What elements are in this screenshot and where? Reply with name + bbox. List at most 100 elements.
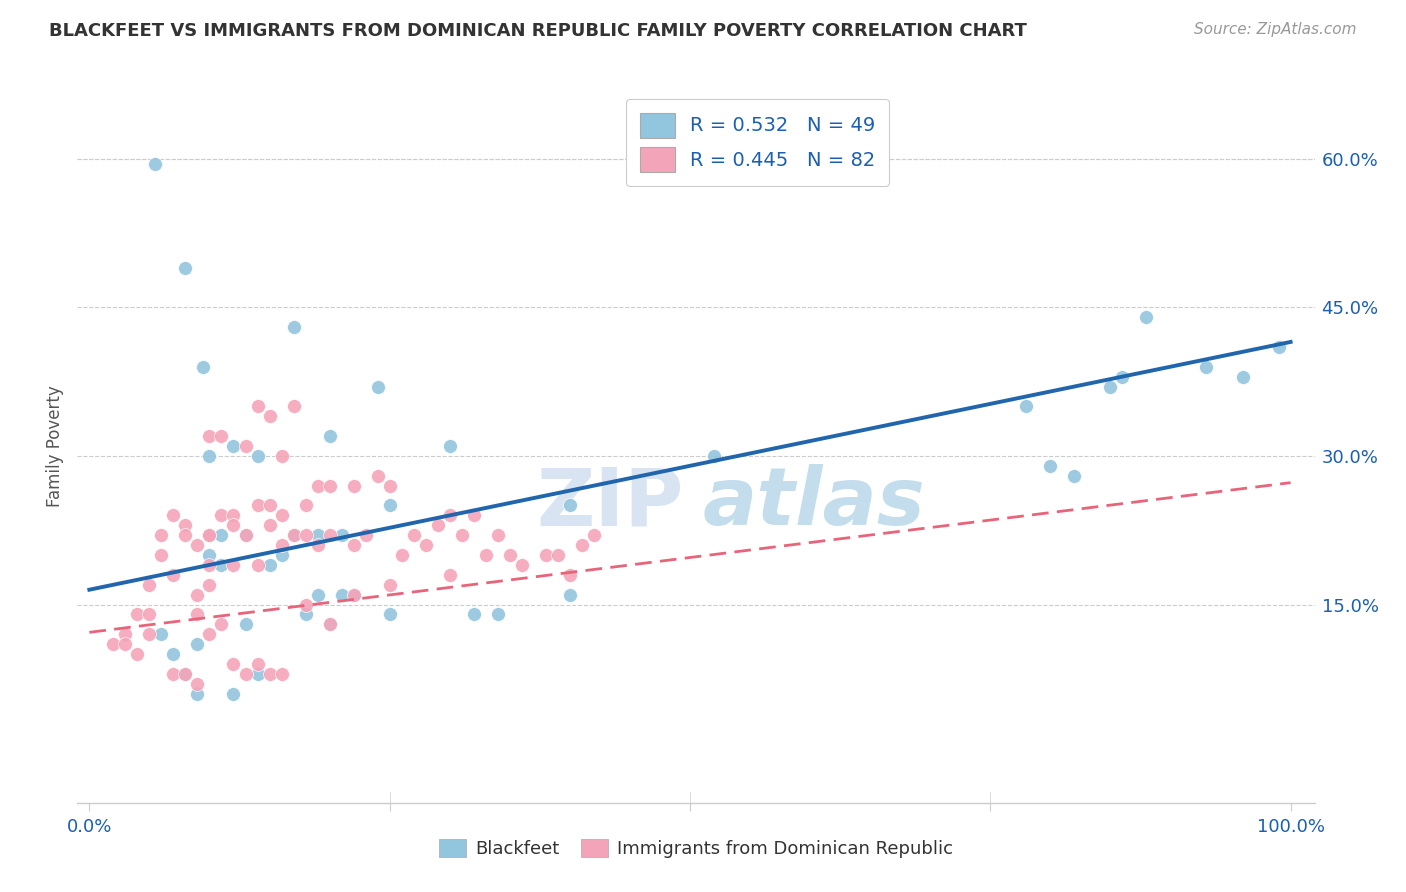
Point bbox=[246, 657, 269, 671]
Point bbox=[307, 538, 329, 552]
Point bbox=[426, 518, 449, 533]
Point bbox=[259, 518, 281, 533]
Point bbox=[391, 548, 413, 562]
Text: BLACKFEET VS IMMIGRANTS FROM DOMINICAN REPUBLIC FAMILY POVERTY CORRELATION CHART: BLACKFEET VS IMMIGRANTS FROM DOMINICAN R… bbox=[49, 22, 1028, 40]
Point bbox=[127, 607, 149, 622]
Point bbox=[318, 478, 340, 492]
Point bbox=[186, 588, 208, 602]
Point bbox=[259, 409, 281, 424]
Point bbox=[343, 588, 366, 602]
Point bbox=[198, 449, 221, 463]
Point bbox=[211, 617, 233, 632]
Point bbox=[294, 528, 316, 542]
Point bbox=[186, 637, 208, 651]
Point bbox=[1267, 340, 1289, 354]
Point bbox=[486, 528, 509, 542]
Point bbox=[547, 548, 569, 562]
Point bbox=[198, 429, 221, 443]
Text: atlas: atlas bbox=[702, 464, 925, 542]
Point bbox=[307, 588, 329, 602]
Point bbox=[246, 499, 269, 513]
Point bbox=[222, 518, 245, 533]
Point bbox=[138, 607, 160, 622]
Point bbox=[222, 558, 245, 572]
Point bbox=[198, 528, 221, 542]
Point bbox=[307, 478, 329, 492]
Point bbox=[259, 499, 281, 513]
Point bbox=[198, 578, 221, 592]
Point bbox=[294, 499, 316, 513]
Point bbox=[186, 607, 208, 622]
Point bbox=[138, 627, 160, 641]
Point bbox=[463, 607, 485, 622]
Point bbox=[318, 617, 340, 632]
Point bbox=[270, 538, 292, 552]
Point bbox=[270, 449, 292, 463]
Point bbox=[307, 528, 329, 542]
Point bbox=[378, 478, 401, 492]
Point bbox=[474, 548, 496, 562]
Point bbox=[198, 528, 221, 542]
Point bbox=[534, 548, 557, 562]
Point bbox=[174, 528, 197, 542]
Point bbox=[222, 508, 245, 523]
Point bbox=[367, 379, 389, 393]
Point bbox=[378, 607, 401, 622]
Point bbox=[318, 429, 340, 443]
Point bbox=[510, 558, 533, 572]
Point bbox=[259, 558, 281, 572]
Point bbox=[138, 578, 160, 592]
Y-axis label: Family Poverty: Family Poverty bbox=[46, 385, 65, 507]
Point bbox=[270, 667, 292, 681]
Point bbox=[222, 687, 245, 701]
Point bbox=[283, 400, 305, 414]
Point bbox=[571, 538, 593, 552]
Point bbox=[294, 598, 316, 612]
Point bbox=[211, 429, 233, 443]
Point bbox=[499, 548, 522, 562]
Point bbox=[222, 657, 245, 671]
Point bbox=[343, 538, 366, 552]
Point bbox=[198, 548, 221, 562]
Point bbox=[150, 528, 173, 542]
Point bbox=[235, 528, 257, 542]
Point bbox=[1195, 359, 1218, 374]
Point bbox=[1015, 400, 1038, 414]
Point bbox=[1063, 468, 1085, 483]
Point bbox=[174, 667, 197, 681]
Point bbox=[283, 528, 305, 542]
Point bbox=[198, 528, 221, 542]
Point bbox=[318, 528, 340, 542]
Point bbox=[211, 528, 233, 542]
Point bbox=[162, 508, 184, 523]
Point bbox=[1099, 379, 1122, 393]
Point bbox=[246, 558, 269, 572]
Point bbox=[330, 588, 353, 602]
Point bbox=[558, 499, 581, 513]
Point bbox=[343, 478, 366, 492]
Point bbox=[246, 667, 269, 681]
Point bbox=[114, 627, 136, 641]
Point bbox=[222, 439, 245, 453]
Point bbox=[114, 637, 136, 651]
Point bbox=[582, 528, 605, 542]
Point bbox=[235, 667, 257, 681]
Point bbox=[703, 449, 725, 463]
Point bbox=[558, 588, 581, 602]
Point bbox=[127, 647, 149, 661]
Point bbox=[439, 439, 461, 453]
Point bbox=[162, 667, 184, 681]
Legend: Blackfeet, Immigrants from Dominican Republic: Blackfeet, Immigrants from Dominican Rep… bbox=[432, 831, 960, 865]
Point bbox=[270, 508, 292, 523]
Point bbox=[294, 607, 316, 622]
Point bbox=[186, 538, 208, 552]
Point bbox=[198, 558, 221, 572]
Point bbox=[150, 627, 173, 641]
Point bbox=[235, 528, 257, 542]
Point bbox=[186, 687, 208, 701]
Point bbox=[162, 647, 184, 661]
Point bbox=[439, 567, 461, 582]
Point bbox=[198, 627, 221, 641]
Point bbox=[367, 468, 389, 483]
Point bbox=[463, 508, 485, 523]
